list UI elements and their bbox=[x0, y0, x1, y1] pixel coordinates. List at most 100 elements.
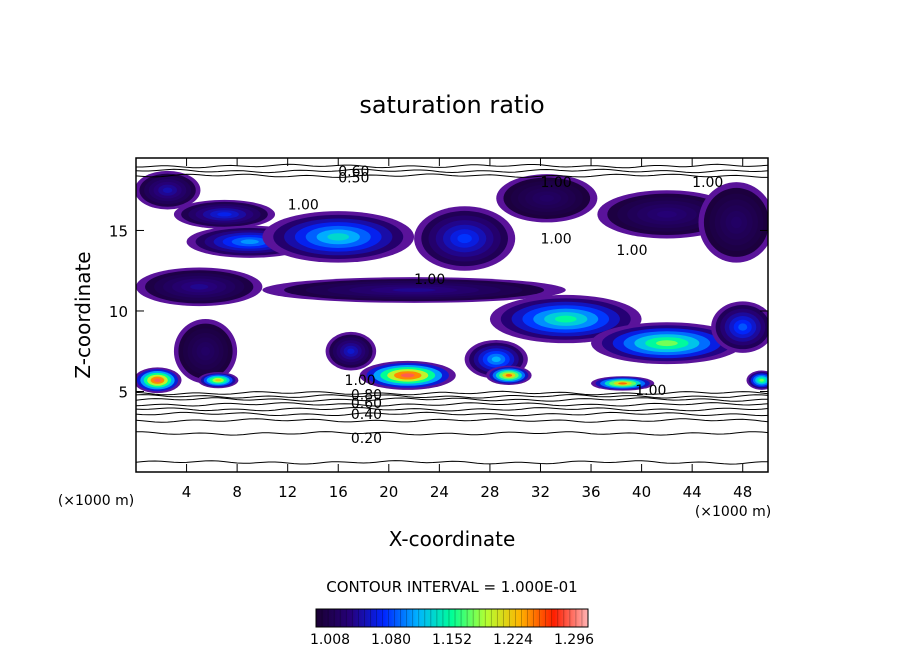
y-axis-ticks: 5 10 15 bbox=[109, 222, 768, 401]
region-level bbox=[738, 323, 748, 331]
plot-frame bbox=[135, 157, 769, 473]
supersaturated-region bbox=[197, 372, 239, 389]
supersaturated-region bbox=[496, 174, 598, 223]
x-tick-label: 20 bbox=[379, 483, 398, 501]
supersaturated-region bbox=[262, 211, 415, 263]
region-level bbox=[457, 233, 472, 244]
region-level bbox=[154, 378, 161, 383]
supersaturated-region bbox=[136, 170, 201, 210]
x-tick-label: 48 bbox=[733, 483, 752, 501]
region-level bbox=[618, 382, 628, 385]
region-level bbox=[162, 187, 173, 193]
contour-label: 1.00 bbox=[540, 232, 571, 248]
x-tick-label: 4 bbox=[182, 483, 192, 501]
y-tick-label: 15 bbox=[109, 222, 128, 240]
region-level bbox=[215, 379, 222, 382]
contour-label: 0.60 bbox=[338, 164, 369, 180]
colorbar-labels: 1.008 1.080 1.152 1.224 1.296 bbox=[310, 632, 594, 648]
x-axis-ticks: 4 8 12 16 20 24 28 32 36 40 44 48 bbox=[182, 158, 752, 501]
contour-label: 1.00 bbox=[616, 243, 647, 259]
colorbar-tick-label: 1.152 bbox=[432, 632, 472, 648]
region-level bbox=[347, 348, 355, 354]
region-level bbox=[327, 233, 350, 241]
contour-labels: 0.600.501.001.00 1.001.001.001.001.000.80… bbox=[288, 164, 724, 447]
contour-interval-text: CONTOUR INTERVAL = 1.000E-01 bbox=[326, 578, 577, 596]
supersaturated-region bbox=[136, 267, 263, 307]
region-level bbox=[400, 373, 415, 378]
contour-line bbox=[136, 406, 768, 412]
contour-line bbox=[136, 397, 768, 402]
region-level bbox=[201, 346, 211, 356]
contour-line bbox=[136, 460, 768, 465]
region-level bbox=[505, 374, 513, 377]
x-unit-right: (×1000 m) bbox=[695, 504, 771, 520]
contour-line bbox=[136, 402, 768, 407]
x-tick-label: 32 bbox=[531, 483, 550, 501]
contour-line bbox=[136, 431, 768, 436]
region-level bbox=[392, 288, 436, 292]
y-tick-label: 10 bbox=[109, 303, 128, 321]
contour-label: 1.00 bbox=[414, 272, 445, 288]
saturation-field bbox=[136, 170, 768, 394]
contour-label: 1.00 bbox=[540, 175, 571, 191]
colorbar-tick-label: 1.224 bbox=[493, 632, 533, 648]
colorbar-tick-label: 1.008 bbox=[310, 632, 350, 648]
contour-line bbox=[136, 418, 768, 423]
region-level bbox=[190, 284, 209, 290]
contour-label: 0.60 bbox=[351, 396, 382, 412]
region-level bbox=[656, 340, 678, 347]
region-level bbox=[730, 216, 742, 229]
supersaturated-region bbox=[486, 365, 532, 386]
supersaturated-region bbox=[173, 199, 276, 229]
colorbar-tick-label: 1.296 bbox=[554, 632, 594, 648]
colorbar: 1.008 1.080 1.152 1.224 1.296 bbox=[310, 608, 594, 648]
supersaturated-region bbox=[711, 301, 768, 353]
chart-title: saturation ratio bbox=[359, 91, 544, 119]
x-tick-label: 44 bbox=[683, 483, 702, 501]
supersaturated-region bbox=[591, 376, 655, 391]
x-axis-title: X-coordinate bbox=[389, 527, 516, 551]
contour-label: 0.20 bbox=[351, 431, 382, 447]
contour-line bbox=[136, 168, 768, 174]
contour-line bbox=[136, 411, 768, 417]
region-level bbox=[554, 315, 577, 323]
supersaturated-region bbox=[698, 182, 768, 263]
contour-line bbox=[136, 390, 768, 396]
supersaturated-region bbox=[136, 367, 182, 394]
y-axis-title: Z-coordinate bbox=[71, 251, 95, 378]
x-tick-label: 8 bbox=[232, 483, 242, 501]
contour-line bbox=[136, 173, 768, 178]
x-tick-label: 24 bbox=[430, 483, 449, 501]
supersaturated-region bbox=[591, 322, 743, 365]
supersaturated-region bbox=[262, 277, 566, 303]
contour-label: 0.80 bbox=[351, 388, 382, 404]
region-level bbox=[491, 356, 501, 363]
contour-label: 0.50 bbox=[338, 170, 369, 186]
supersaturated-region bbox=[173, 319, 238, 384]
supersaturated-region bbox=[746, 370, 768, 390]
x-unit-left: (×1000 m) bbox=[58, 493, 134, 509]
colorbar-tick-label: 1.080 bbox=[371, 632, 411, 648]
contour-label: 1.00 bbox=[345, 373, 376, 389]
y-tick-label: 5 bbox=[118, 383, 128, 401]
contour-label: 0.40 bbox=[351, 407, 382, 423]
supersaturated-region bbox=[414, 206, 516, 271]
contour-label: 1.00 bbox=[635, 383, 666, 399]
contour-label: 1.00 bbox=[288, 198, 319, 214]
region-level bbox=[240, 239, 259, 245]
colorbar-stripes bbox=[321, 609, 583, 627]
supersaturated-region bbox=[489, 294, 642, 344]
contour-label: 1.00 bbox=[692, 175, 723, 191]
supersaturated-region bbox=[325, 331, 377, 371]
contour-line bbox=[136, 393, 768, 399]
x-tick-label: 28 bbox=[480, 483, 499, 501]
x-tick-label: 16 bbox=[329, 483, 348, 501]
x-tick-label: 12 bbox=[278, 483, 297, 501]
supersaturated-region bbox=[359, 360, 456, 390]
contour-lines bbox=[136, 163, 768, 465]
plot-area: 0.600.501.001.00 1.001.001.001.001.000.80… bbox=[109, 157, 769, 501]
region-level bbox=[539, 194, 555, 202]
region-level bbox=[759, 378, 764, 382]
contour-line bbox=[136, 163, 768, 169]
colorbar-gradient bbox=[315, 608, 589, 628]
